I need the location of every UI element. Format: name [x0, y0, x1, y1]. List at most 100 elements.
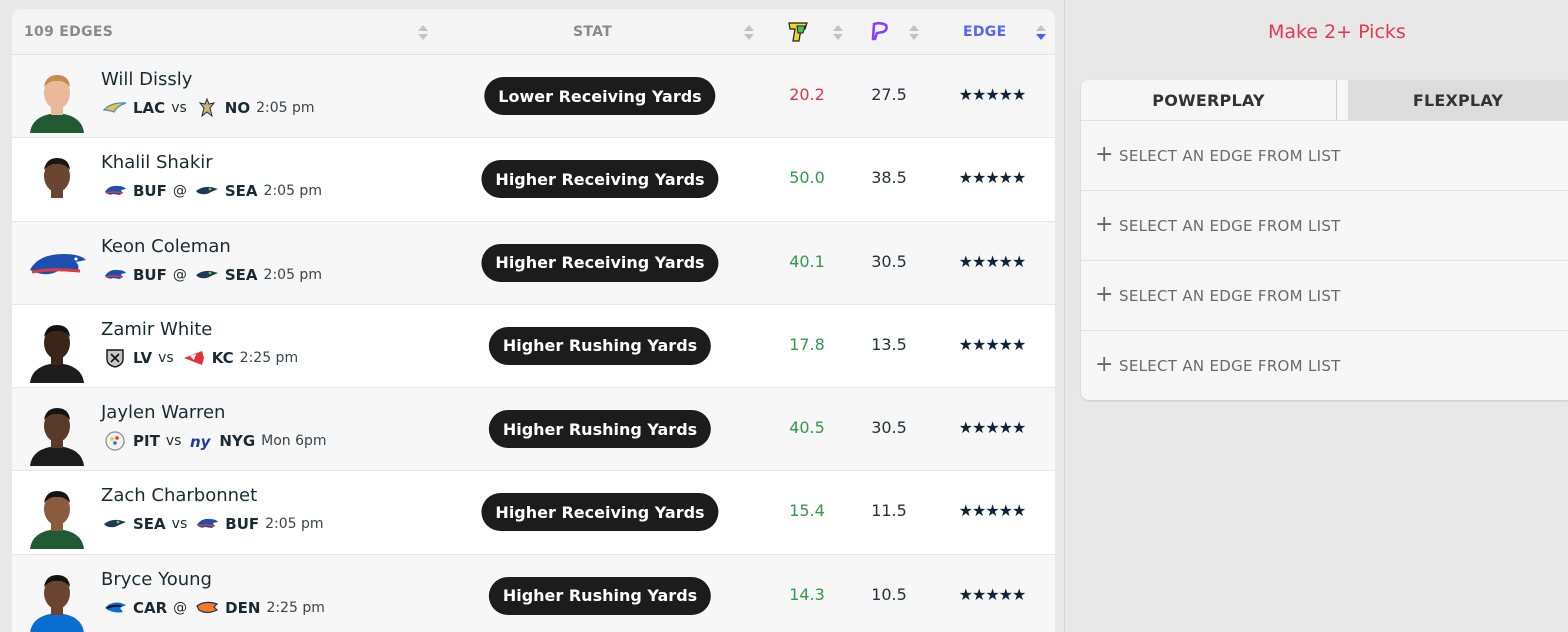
avatar [24, 150, 90, 217]
svg-text:ny: ny [190, 433, 212, 451]
table-row[interactable]: Will Dissly LAC vs NO 2:05 pm Lower Receiving… [12, 55, 1055, 139]
player-name[interactable]: Zamir White [101, 318, 213, 340]
picks-card: POWERPLAY FLEXPLAY + SELECT AN EDGE FROM … [1081, 80, 1568, 400]
avatar [24, 483, 90, 550]
player-name[interactable]: Bryce Young [101, 568, 212, 590]
matchup-separator: vs [171, 100, 187, 116]
team-abbr: LV [133, 348, 153, 367]
team-logo-icon [195, 181, 219, 201]
tab-powerplay[interactable]: POWERPLAY [1081, 80, 1337, 120]
pick-slot-label: SELECT AN EDGE FROM LIST [1119, 216, 1341, 235]
team-abbr: BUF [133, 182, 167, 201]
team-abbr: DEN [225, 598, 261, 617]
game-time: 2:05 pm [256, 100, 315, 116]
team-abbr: SEA [224, 265, 258, 284]
avatar [24, 67, 90, 133]
table-row[interactable]: Khalil Shakir BUF @ SEA 2:05 pm Higher Receiv… [12, 138, 1055, 222]
team-abbr: PIT [133, 432, 160, 451]
avatar [24, 234, 90, 300]
game-time: 2:05 pm [263, 266, 322, 283]
sort-edges-icon[interactable] [418, 25, 428, 41]
team-abbr: SEA [133, 515, 166, 534]
team-logo-icon [103, 265, 127, 285]
team-logo-icon [103, 431, 127, 451]
stat-pill[interactable]: Lower Receiving Yards [484, 77, 716, 115]
table-row[interactable]: Keon Coleman BUF @ SEA 2:05 pm Higher Receivi… [12, 221, 1055, 305]
team-logo-icon [195, 514, 219, 534]
team-abbr: BUF [225, 515, 260, 534]
sort-edge-icon[interactable] [1036, 25, 1046, 41]
underdog-value: 17.8 [789, 334, 825, 354]
team-logo-icon [103, 514, 127, 534]
prizepicks-value: 38.5 [871, 168, 907, 188]
table-row[interactable]: Bryce Young CAR @ DEN 2:25 pm Higher Rushing … [12, 554, 1055, 632]
table-header: 109 EDGES STAT EDGE [12, 9, 1055, 55]
underdog-logo-icon[interactable] [786, 21, 810, 43]
underdog-value: 40.1 [789, 251, 825, 271]
edge-rating-stars: ★★★★★ [958, 584, 1027, 604]
matchup-separator: @ [172, 266, 187, 283]
prizepicks-value: 11.5 [871, 501, 907, 521]
sort-underdog-icon[interactable] [833, 25, 843, 41]
sort-prizepicks-icon[interactable] [909, 25, 919, 41]
matchup: PIT vs ny NYG Mon 6pm [103, 431, 327, 451]
matchup: SEA vs BUF 2:05 pm [103, 514, 324, 534]
plus-icon: + [1095, 282, 1114, 307]
table-row[interactable]: Jaylen Warren PIT vs ny NYG Mon 6pm Higher Rus… [12, 388, 1055, 472]
team-abbr: LAC [133, 99, 166, 117]
player-name[interactable]: Keon Coleman [101, 235, 231, 257]
stat-pill[interactable]: Higher Receiving Yards [481, 243, 719, 282]
header-stat[interactable]: STAT [573, 24, 613, 40]
stat-pill[interactable]: Higher Receiving Yards [481, 493, 719, 532]
team-abbr: BUF [133, 265, 167, 284]
player-name[interactable]: Will Dissly [101, 69, 193, 90]
header-edge[interactable]: EDGE [963, 24, 1007, 40]
pick-slot[interactable]: + SELECT AN EDGE FROM LIST [1081, 190, 1568, 260]
stat-pill[interactable]: Higher Rushing Yards [488, 326, 712, 365]
underdog-value: 20.2 [789, 85, 825, 104]
plus-icon: + [1095, 142, 1114, 167]
prizepicks-value: 10.5 [871, 584, 907, 604]
matchup: BUF @ SEA 2:05 pm [103, 181, 322, 201]
matchup: CAR @ DEN 2:25 pm [103, 598, 325, 618]
underdog-value: 50.0 [789, 168, 825, 188]
stat-pill[interactable]: Higher Receiving Yards [481, 160, 719, 199]
header-edges-count[interactable]: 109 EDGES [24, 24, 114, 40]
team-logo-icon [103, 348, 127, 368]
underdog-value: 14.3 [789, 584, 825, 604]
underdog-value: 40.5 [789, 418, 825, 438]
table-row[interactable]: Zach Charbonnet SEA vs BUF 2:05 pm Higher Rec… [12, 471, 1055, 555]
edge-rating-stars: ★★★★★ [958, 501, 1027, 521]
matchup-separator: @ [173, 599, 188, 616]
prizepicks-value: 30.5 [871, 251, 907, 271]
team-logo-icon [103, 598, 127, 618]
make-picks-title: Make 2+ Picks [1268, 21, 1406, 43]
stat-pill[interactable]: Higher Rushing Yards [488, 576, 712, 615]
matchup-separator: vs [165, 433, 182, 450]
edge-rating-stars: ★★★★★ [958, 168, 1027, 188]
matchup: LAC vs NO 2:05 pm [103, 98, 315, 118]
game-time: 2:25 pm [266, 599, 325, 616]
table-row[interactable]: Zamir White LV vs KC 2:25 pm Higher Rushing Y… [12, 304, 1055, 389]
pick-slot[interactable]: + SELECT AN EDGE FROM LIST [1081, 330, 1568, 400]
team-logo-icon: ny [189, 431, 213, 451]
edge-rating-stars: ★★★★★ [958, 251, 1027, 271]
prizepicks-logo-icon[interactable] [870, 21, 890, 41]
tab-flexplay[interactable]: FLEXPLAY [1348, 80, 1568, 120]
pick-slot-label: SELECT AN EDGE FROM LIST [1119, 146, 1341, 165]
player-name[interactable]: Khalil Shakir [101, 152, 213, 174]
avatar [24, 400, 90, 467]
pick-slot-label: SELECT AN EDGE FROM LIST [1119, 286, 1341, 305]
prizepicks-value: 30.5 [871, 418, 907, 438]
player-name[interactable]: Jaylen Warren [101, 402, 226, 424]
sort-stat-icon[interactable] [744, 25, 754, 41]
panel-divider [1064, 0, 1065, 632]
player-name[interactable]: Zach Charbonnet [101, 485, 258, 507]
team-logo-icon [103, 98, 127, 118]
underdog-value: 15.4 [789, 501, 825, 521]
matchup: BUF @ SEA 2:05 pm [103, 265, 322, 285]
pick-slot[interactable]: + SELECT AN EDGE FROM LIST [1081, 260, 1568, 330]
matchup-separator: vs [171, 516, 188, 533]
pick-slot[interactable]: + SELECT AN EDGE FROM LIST [1081, 120, 1568, 190]
stat-pill[interactable]: Higher Rushing Yards [488, 410, 712, 449]
